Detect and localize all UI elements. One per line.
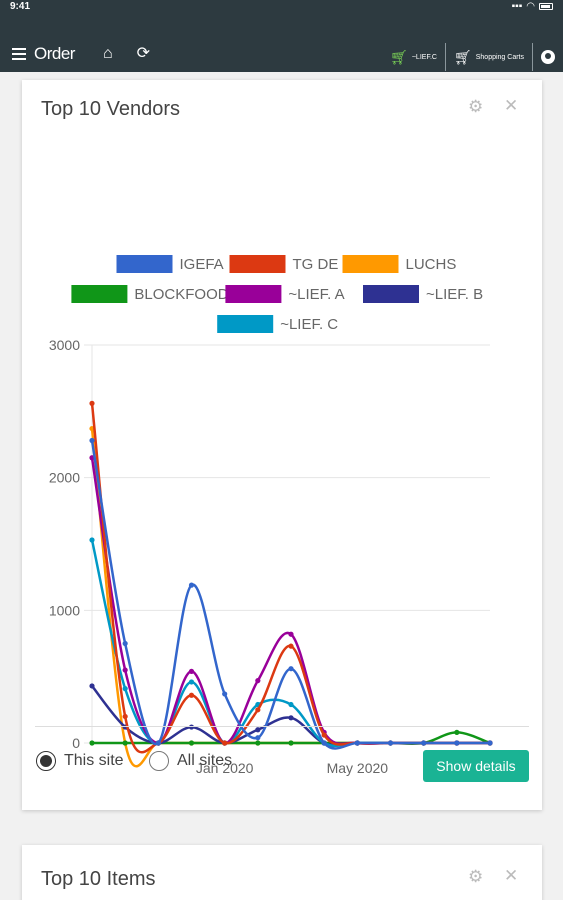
signal-icon: ▪▪▪: [511, 1, 523, 12]
legend-swatch: [342, 255, 399, 273]
legend-swatch: [225, 285, 282, 303]
gear-icon[interactable]: ⚙: [468, 867, 484, 886]
data-point: [321, 732, 327, 738]
menu-icon[interactable]: [12, 48, 26, 60]
nav-divider: [532, 43, 533, 71]
y-tick-label: 0: [72, 735, 80, 751]
data-point: [321, 740, 327, 746]
radio-label: All sites: [177, 752, 233, 769]
data-point: [89, 400, 95, 406]
data-point: [222, 691, 228, 697]
data-point: [454, 729, 460, 735]
data-point: [387, 740, 394, 746]
top-navbar: Order ⌂ ⟳ 🛒︎ ~LIEF.C 🛒︎ Shopping Carts: [0, 14, 563, 72]
data-point: [89, 683, 95, 689]
data-point: [454, 740, 460, 746]
data-point: [288, 666, 294, 672]
shopping-carts-icon: 🛒︎: [453, 48, 472, 65]
data-point: [288, 701, 294, 708]
data-point: [487, 740, 493, 746]
data-point: [421, 740, 427, 746]
current-cart-label: ~LIEF.C: [411, 53, 437, 61]
legend-label: ~LIEF. B: [426, 286, 483, 303]
home-icon[interactable]: ⌂: [102, 45, 113, 62]
y-tick-label: 1000: [49, 602, 80, 618]
current-cart-button[interactable]: 🛒︎ ~LIEF.C: [382, 43, 445, 71]
radio-all-sites[interactable]: All sites: [149, 751, 232, 771]
data-point: [222, 740, 228, 746]
radio-label: This site: [64, 752, 124, 769]
data-point: [89, 740, 95, 746]
cart-icon: 🛒︎: [390, 48, 408, 65]
data-point: [89, 537, 95, 543]
radio-circle: [149, 751, 169, 771]
status-bar: 9:41 ▪▪▪ ◠: [0, 0, 563, 14]
data-point: [188, 692, 195, 698]
data-point: [288, 715, 294, 721]
legend-swatch: [229, 255, 286, 273]
refresh-icon[interactable]: ⟳: [136, 45, 151, 62]
shopping-carts-label: Shopping Carts: [475, 53, 524, 61]
data-point: [122, 713, 128, 720]
shopping-carts-button[interactable]: 🛒︎ Shopping Carts: [446, 43, 532, 71]
legend-label: ~LIEF. A: [288, 286, 344, 303]
legend-label: TG DE: [293, 256, 339, 273]
y-tick-label: 3000: [49, 337, 80, 353]
legend-swatch: [363, 285, 419, 303]
legend-swatch: [71, 285, 128, 303]
legend-swatch: [116, 255, 173, 273]
x-tick-label: May 2020: [327, 760, 389, 776]
vendors-line-chart: IGEFA TG DE LUCHS BLOCKFOODS ~LIEF. A ~LIEF. …: [49, 255, 520, 776]
gear-icon[interactable]: ⚙: [468, 97, 484, 116]
series-line: [90, 539, 490, 748]
data-point: [89, 437, 95, 444]
data-point: [255, 727, 261, 733]
battery-icon: [539, 3, 553, 10]
data-point: [122, 686, 128, 692]
data-point: [354, 740, 360, 746]
status-icons: ▪▪▪ ◠: [512, 1, 553, 12]
page-title: Order: [34, 44, 75, 63]
data-point: [188, 740, 195, 746]
data-point: [255, 678, 261, 684]
data-point: [255, 707, 261, 713]
data-point: [188, 668, 195, 674]
data-point: [188, 582, 195, 588]
legend-label: ~LIEF. C: [280, 316, 338, 333]
data-point: [255, 735, 261, 741]
top-items-card: Top 10 Items ⚙ ✕: [22, 845, 542, 900]
data-point: [188, 679, 195, 685]
legend-label: IGEFA: [180, 256, 224, 273]
radio-this-site[interactable]: This site: [36, 751, 124, 771]
show-details-button[interactable]: Show details: [423, 750, 529, 782]
radio-circle-checked: [36, 751, 56, 771]
card-divider: [35, 726, 529, 727]
data-point: [122, 667, 128, 673]
data-point: [288, 740, 294, 746]
card-title: Top 10 Vendors: [41, 98, 180, 120]
data-point: [288, 643, 294, 649]
close-icon[interactable]: ✕: [504, 96, 519, 115]
series-line: [90, 457, 490, 746]
data-point: [288, 631, 294, 637]
data-point: [255, 740, 261, 746]
data-point: [155, 740, 161, 746]
series-line: [90, 403, 490, 754]
card-title: Top 10 Items: [41, 868, 156, 890]
data-point: [188, 724, 195, 730]
wifi-icon: ◠: [526, 1, 535, 12]
legend-label: BLOCKFOODS: [134, 286, 238, 303]
y-tick-label: 2000: [49, 470, 80, 486]
legend-label: LUCHS: [406, 256, 457, 273]
top-vendors-card: Top 10 Vendors ⚙ ✕ IGEFA TG DE LUCHS BLOCKF…: [22, 80, 542, 810]
status-time: 9:41: [10, 1, 31, 12]
nav-divider: [444, 43, 446, 71]
x-tick-label: Jan 2020: [196, 760, 254, 776]
data-point: [122, 740, 128, 746]
close-icon[interactable]: ✕: [504, 866, 519, 885]
user-icon[interactable]: [541, 50, 555, 64]
data-point: [122, 640, 128, 647]
legend-swatch: [217, 315, 274, 333]
